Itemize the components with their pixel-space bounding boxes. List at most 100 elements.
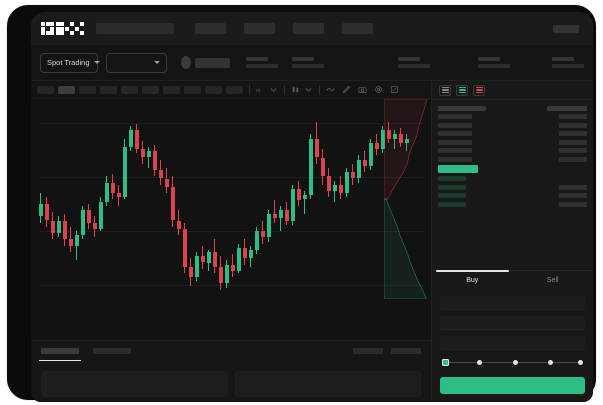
bottom-action-2[interactable] <box>391 348 421 354</box>
orderbook-ask-row[interactable] <box>432 155 593 164</box>
buy-submit-button[interactable] <box>440 377 585 394</box>
orderbook-ask-row[interactable] <box>432 130 593 139</box>
candlestick-chart[interactable] <box>31 99 431 321</box>
market-depth-chart <box>384 99 431 299</box>
timeframe-4[interactable] <box>100 85 117 94</box>
orderbook-header <box>432 104 593 113</box>
toolbar-divider <box>284 84 285 95</box>
draw-pencil-icon[interactable] <box>342 85 351 94</box>
timeframe-1[interactable] <box>37 85 54 94</box>
slider-stop-50[interactable] <box>512 360 518 365</box>
bottom-action-1[interactable] <box>353 348 383 354</box>
top-navigation-bar <box>31 12 593 45</box>
stat-label <box>478 56 500 61</box>
chart-gridline <box>39 285 423 286</box>
trading-mode-label: Spot Trading <box>47 58 90 67</box>
orderbook-bid-row[interactable] <box>432 175 593 184</box>
orderbook-bid-row[interactable] <box>432 192 593 201</box>
bottom-block-left <box>41 371 228 397</box>
fullscreen-icon[interactable] <box>390 85 399 94</box>
settings-gear-icon[interactable] <box>374 85 383 94</box>
sidebar-item-nav-1[interactable] <box>95 23 174 34</box>
orderbook-ask-row[interactable] <box>432 113 593 122</box>
stat-label <box>292 56 314 61</box>
orderbook-mode-asks-icon[interactable] <box>473 84 485 96</box>
orders-panel-tabs <box>31 341 431 361</box>
orderbook-mid-price-row <box>432 164 593 175</box>
sidebar-item-nav-2[interactable] <box>194 23 226 34</box>
order-book[interactable] <box>432 100 593 270</box>
order-price-field[interactable] <box>440 296 585 310</box>
stat-label <box>552 56 574 61</box>
timeframe-2[interactable] <box>58 85 75 94</box>
order-amount-field[interactable] <box>440 316 585 330</box>
chart-type-icon[interactable] <box>291 85 300 94</box>
pair-selector[interactable] <box>106 52 168 73</box>
trade-panel: Buy Sell <box>431 81 593 402</box>
tab-buy[interactable]: Buy <box>432 270 513 290</box>
toolbar-divider <box>249 84 250 95</box>
chevron-down-icon[interactable] <box>269 85 278 94</box>
chart-gridline <box>39 123 423 124</box>
chart-gridline <box>39 177 423 178</box>
orderbook-header-amount <box>547 105 587 111</box>
sidebar-item-nav-4[interactable] <box>292 23 324 34</box>
sidebar-item-nav-5[interactable] <box>341 23 373 34</box>
orderbook-mode-bids-icon[interactable] <box>456 84 468 96</box>
order-side-tabs: Buy Sell <box>432 270 593 290</box>
timeframe-9[interactable] <box>205 85 222 94</box>
orderbook-mode-both-icon[interactable] <box>439 84 451 96</box>
stat-value <box>246 63 278 69</box>
orderbook-ask-row[interactable] <box>432 147 593 156</box>
orderbook-display-modes <box>432 81 593 100</box>
slider-stop-25[interactable] <box>477 360 483 365</box>
timeframe-8[interactable] <box>184 85 201 94</box>
stat-high-24h <box>398 56 430 69</box>
chart-column: ıiı <box>31 81 431 402</box>
trading-mode-selector[interactable]: Spot Trading <box>40 52 100 73</box>
chevron-down-icon <box>154 61 161 64</box>
stat-change-24h <box>292 56 324 69</box>
line-chart-icon[interactable] <box>326 85 335 94</box>
slider-handle[interactable] <box>442 359 449 366</box>
amount-slider[interactable] <box>442 358 583 368</box>
tab-sell[interactable]: Sell <box>546 277 559 284</box>
bottom-block-right <box>234 371 421 397</box>
slider-stop-75[interactable] <box>547 360 553 365</box>
indicators-icon[interactable]: ıiı <box>256 85 265 94</box>
pair-label <box>194 57 230 68</box>
account-chip[interactable] <box>553 24 579 33</box>
order-total-field[interactable] <box>440 336 585 350</box>
camera-snapshot-icon[interactable] <box>358 85 367 94</box>
chart-gridline <box>39 231 423 232</box>
timeframe-6[interactable] <box>142 85 159 94</box>
tab-open-orders[interactable] <box>39 348 81 361</box>
timeframe-5[interactable] <box>121 85 138 94</box>
tab-order-history[interactable] <box>93 348 131 354</box>
orderbook-header-price <box>438 105 486 111</box>
device-frame: Spot Trading <box>6 4 597 402</box>
timeframe-7[interactable] <box>163 85 180 94</box>
stat-last-price <box>246 56 278 69</box>
stat-value <box>398 63 430 69</box>
order-form <box>432 290 593 350</box>
chart-toolbar: ıiı <box>31 81 431 99</box>
timeframe-3[interactable] <box>79 85 96 94</box>
market-toolbar: Spot Trading <box>31 45 593 81</box>
timeframe-10[interactable] <box>226 85 243 94</box>
orderbook-ask-row[interactable] <box>432 121 593 130</box>
coin-avatar-icon <box>181 56 191 69</box>
stat-volume-24h <box>552 56 584 69</box>
stat-low-24h <box>478 56 510 69</box>
orderbook-ask-row[interactable] <box>432 138 593 147</box>
orderbook-bid-row[interactable] <box>432 183 593 192</box>
sidebar-item-nav-3[interactable] <box>243 23 275 34</box>
orders-panel-actions <box>353 348 421 354</box>
orderbook-bid-row[interactable] <box>432 200 593 209</box>
toolbar-divider <box>319 84 320 95</box>
stat-value <box>478 63 510 69</box>
slider-stop-100[interactable] <box>578 360 583 365</box>
chevron-down-icon[interactable] <box>304 85 313 94</box>
orders-panel-body <box>31 361 431 397</box>
okx-logo-icon[interactable] <box>41 21 84 36</box>
